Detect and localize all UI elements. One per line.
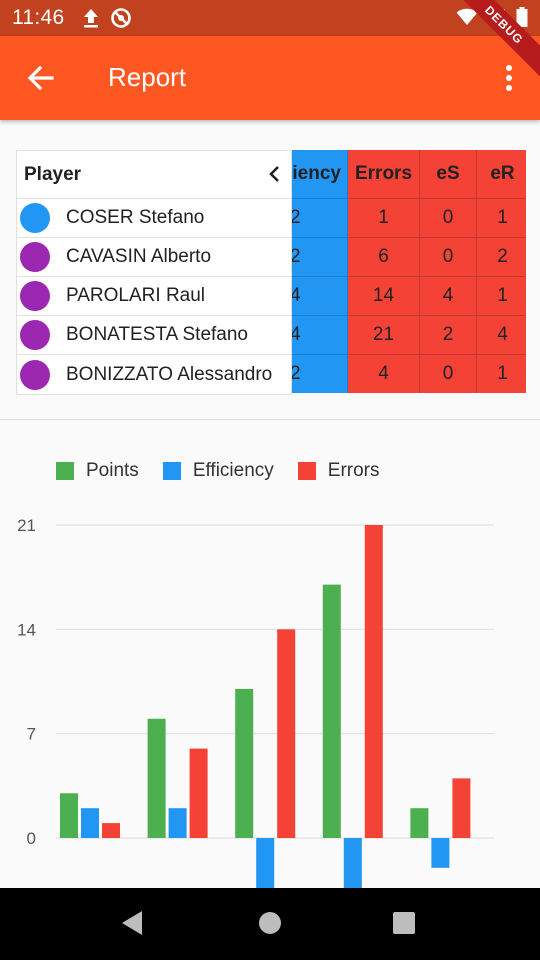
wifi-icon: [456, 8, 478, 25]
y-tick-label: 0: [27, 829, 36, 848]
legend-item: Errors: [297, 460, 380, 482]
legend-item: Efficiency: [162, 460, 274, 482]
player-row[interactable]: CAVASIN Alberto: [17, 238, 291, 277]
bar-efficiency[interactable]: [431, 838, 450, 868]
bar-points[interactable]: [60, 793, 78, 838]
back-button[interactable]: [24, 62, 60, 94]
page-title: Report: [108, 62, 187, 92]
avatar: [20, 281, 50, 311]
bar-errors[interactable]: [452, 778, 471, 838]
legend-swatch: [297, 462, 316, 480]
column-header-es[interactable]: eS: [420, 150, 477, 198]
player-name: PAROLARI Raul: [66, 285, 206, 306]
player-row[interactable]: PAROLARI Raul: [17, 277, 291, 316]
status-time: 11:46: [12, 6, 65, 29]
player-name: COSER Stefano: [66, 207, 205, 228]
cell-errors: 1: [348, 198, 420, 237]
bar-efficiency[interactable]: [256, 838, 275, 888]
cell-efficiency: 2: [292, 198, 348, 237]
cell-er: 1: [477, 276, 526, 315]
section-divider: [0, 419, 540, 420]
column-es: eS 0 0 4 2 0: [420, 150, 477, 393]
cell-er: 4: [477, 315, 526, 354]
bar-points[interactable]: [235, 688, 254, 838]
player-column: Player COSER Stefano CAVASIN Alberto PAROL…: [16, 150, 292, 395]
chevron-left-icon[interactable]: [265, 163, 285, 185]
avatar: [20, 242, 50, 272]
player-row[interactable]: COSER Stefano: [17, 199, 291, 238]
cell-er: 2: [477, 237, 526, 276]
cell-efficiency: 4: [292, 315, 348, 354]
cell-efficiency: 2: [292, 237, 348, 276]
bar-errors[interactable]: [277, 629, 296, 838]
bar-efficiency[interactable]: [81, 808, 99, 838]
cell-er: 1: [477, 354, 526, 393]
avatar: [20, 359, 50, 390]
player-header: Player: [17, 151, 291, 199]
y-tick-label: 14: [17, 620, 36, 639]
more-vert-icon: [506, 65, 512, 91]
bar-points[interactable]: [410, 808, 429, 838]
cell-efficiency: 2: [292, 354, 348, 393]
no-signal-icon: [111, 8, 131, 28]
battery-icon: [516, 7, 528, 27]
system-nav-bar: [0, 888, 540, 960]
cell-es: 0: [420, 237, 477, 276]
column-header-er[interactable]: eR: [477, 150, 526, 198]
bar-efficiency[interactable]: [168, 808, 187, 838]
player-name: CAVASIN Alberto: [66, 246, 212, 267]
cell-es: 2: [420, 315, 477, 354]
legend-label: Efficiency: [192, 460, 274, 481]
y-tick-label: 21: [17, 516, 36, 535]
legend-swatch: [162, 462, 181, 480]
stats-columns[interactable]: iency 2 2 4 4 2 Errors 1 6 14 21 4 eS 0 0 4 2 0 eR 1 2 1 4 1: [292, 150, 526, 394]
cell-efficiency: 4: [292, 276, 348, 315]
avatar: [20, 320, 50, 350]
status-bar: 11:46 DEBUG: [0, 0, 540, 83]
bar-points[interactable]: [147, 718, 166, 838]
column-er: eR 1 2 1 4 1: [477, 150, 526, 393]
cell-es: 0: [420, 354, 477, 393]
legend-swatch: [56, 462, 74, 480]
bar-errors[interactable]: [102, 823, 120, 838]
arrow-back-icon: [27, 65, 54, 91]
cell-er: 1: [477, 198, 526, 237]
cell-errors: 6: [348, 237, 420, 276]
cell-errors: 4: [348, 354, 420, 393]
chart-legend: Points Efficiency Errors: [56, 460, 404, 482]
bar-errors[interactable]: [364, 525, 383, 838]
column-header-efficiency[interactable]: iency: [292, 150, 348, 198]
player-header-label: Player: [24, 163, 82, 185]
cell-errors: 14: [348, 276, 420, 315]
cell-errors: 21: [348, 315, 420, 354]
bar-chart: 21 14 7 0: [17, 516, 494, 888]
app-bar: Report: [0, 36, 540, 120]
player-name: BONATESTA Stefano: [66, 324, 248, 345]
nav-home-icon[interactable]: [258, 910, 282, 936]
upload-icon: [84, 9, 98, 28]
legend-label: Errors: [327, 460, 380, 481]
column-efficiency: iency 2 2 4 4 2: [292, 150, 348, 393]
legend-item: Points: [56, 460, 139, 482]
bar-efficiency[interactable]: [343, 838, 362, 888]
more-options-button[interactable]: [504, 64, 514, 92]
legend-label: Points: [86, 460, 139, 481]
nav-back-icon[interactable]: [120, 910, 144, 936]
player-row[interactable]: BONIZZATO Alessandro: [17, 355, 291, 394]
column-errors: Errors 1 6 14 21 4: [348, 150, 420, 393]
avatar: [20, 203, 50, 233]
cell-es: 0: [420, 198, 477, 237]
bar-errors[interactable]: [189, 748, 208, 838]
column-header-errors[interactable]: Errors: [348, 150, 420, 198]
cell-es: 4: [420, 276, 477, 315]
nav-recents-icon[interactable]: [392, 910, 416, 936]
player-row[interactable]: BONATESTA Stefano: [17, 316, 291, 355]
bar-points[interactable]: [322, 584, 341, 838]
player-stats-table: Player COSER Stefano CAVASIN Alberto PAROL…: [16, 150, 526, 395]
y-tick-label: 7: [27, 725, 36, 744]
player-name: BONIZZATO Alessandro: [66, 363, 273, 385]
